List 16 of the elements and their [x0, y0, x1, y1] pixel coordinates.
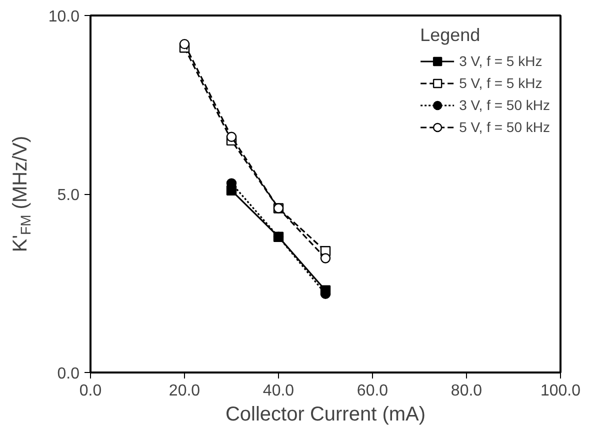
y-tick-label: 5.0 — [57, 187, 80, 204]
y-tick-label: 10.0 — [48, 8, 80, 26]
x-tick-label: 40.0 — [262, 382, 294, 400]
legend-label: 3 V, f = 5 kHz — [459, 53, 542, 69]
x-tick-label: 100.0 — [540, 382, 581, 400]
x-axis-title: Collector Current (mA) — [225, 404, 426, 426]
legend-title: Legend — [420, 25, 482, 46]
x-tick-label: 80.0 — [450, 382, 482, 400]
x-tick-label: 0.0 — [79, 382, 102, 400]
y-tick-label: 0.0 — [57, 366, 80, 382]
x-tick-label: 60.0 — [356, 382, 388, 400]
y-axis-title: K'FM (MHz/V) — [10, 136, 34, 252]
legend-label: 5 V, f = 50 kHz — [459, 119, 550, 135]
x-tick-label: 20.0 — [168, 382, 200, 400]
legend-label: 5 V, f = 5 kHz — [459, 75, 542, 91]
legend-label: 3 V, f = 50 kHz — [459, 97, 550, 113]
